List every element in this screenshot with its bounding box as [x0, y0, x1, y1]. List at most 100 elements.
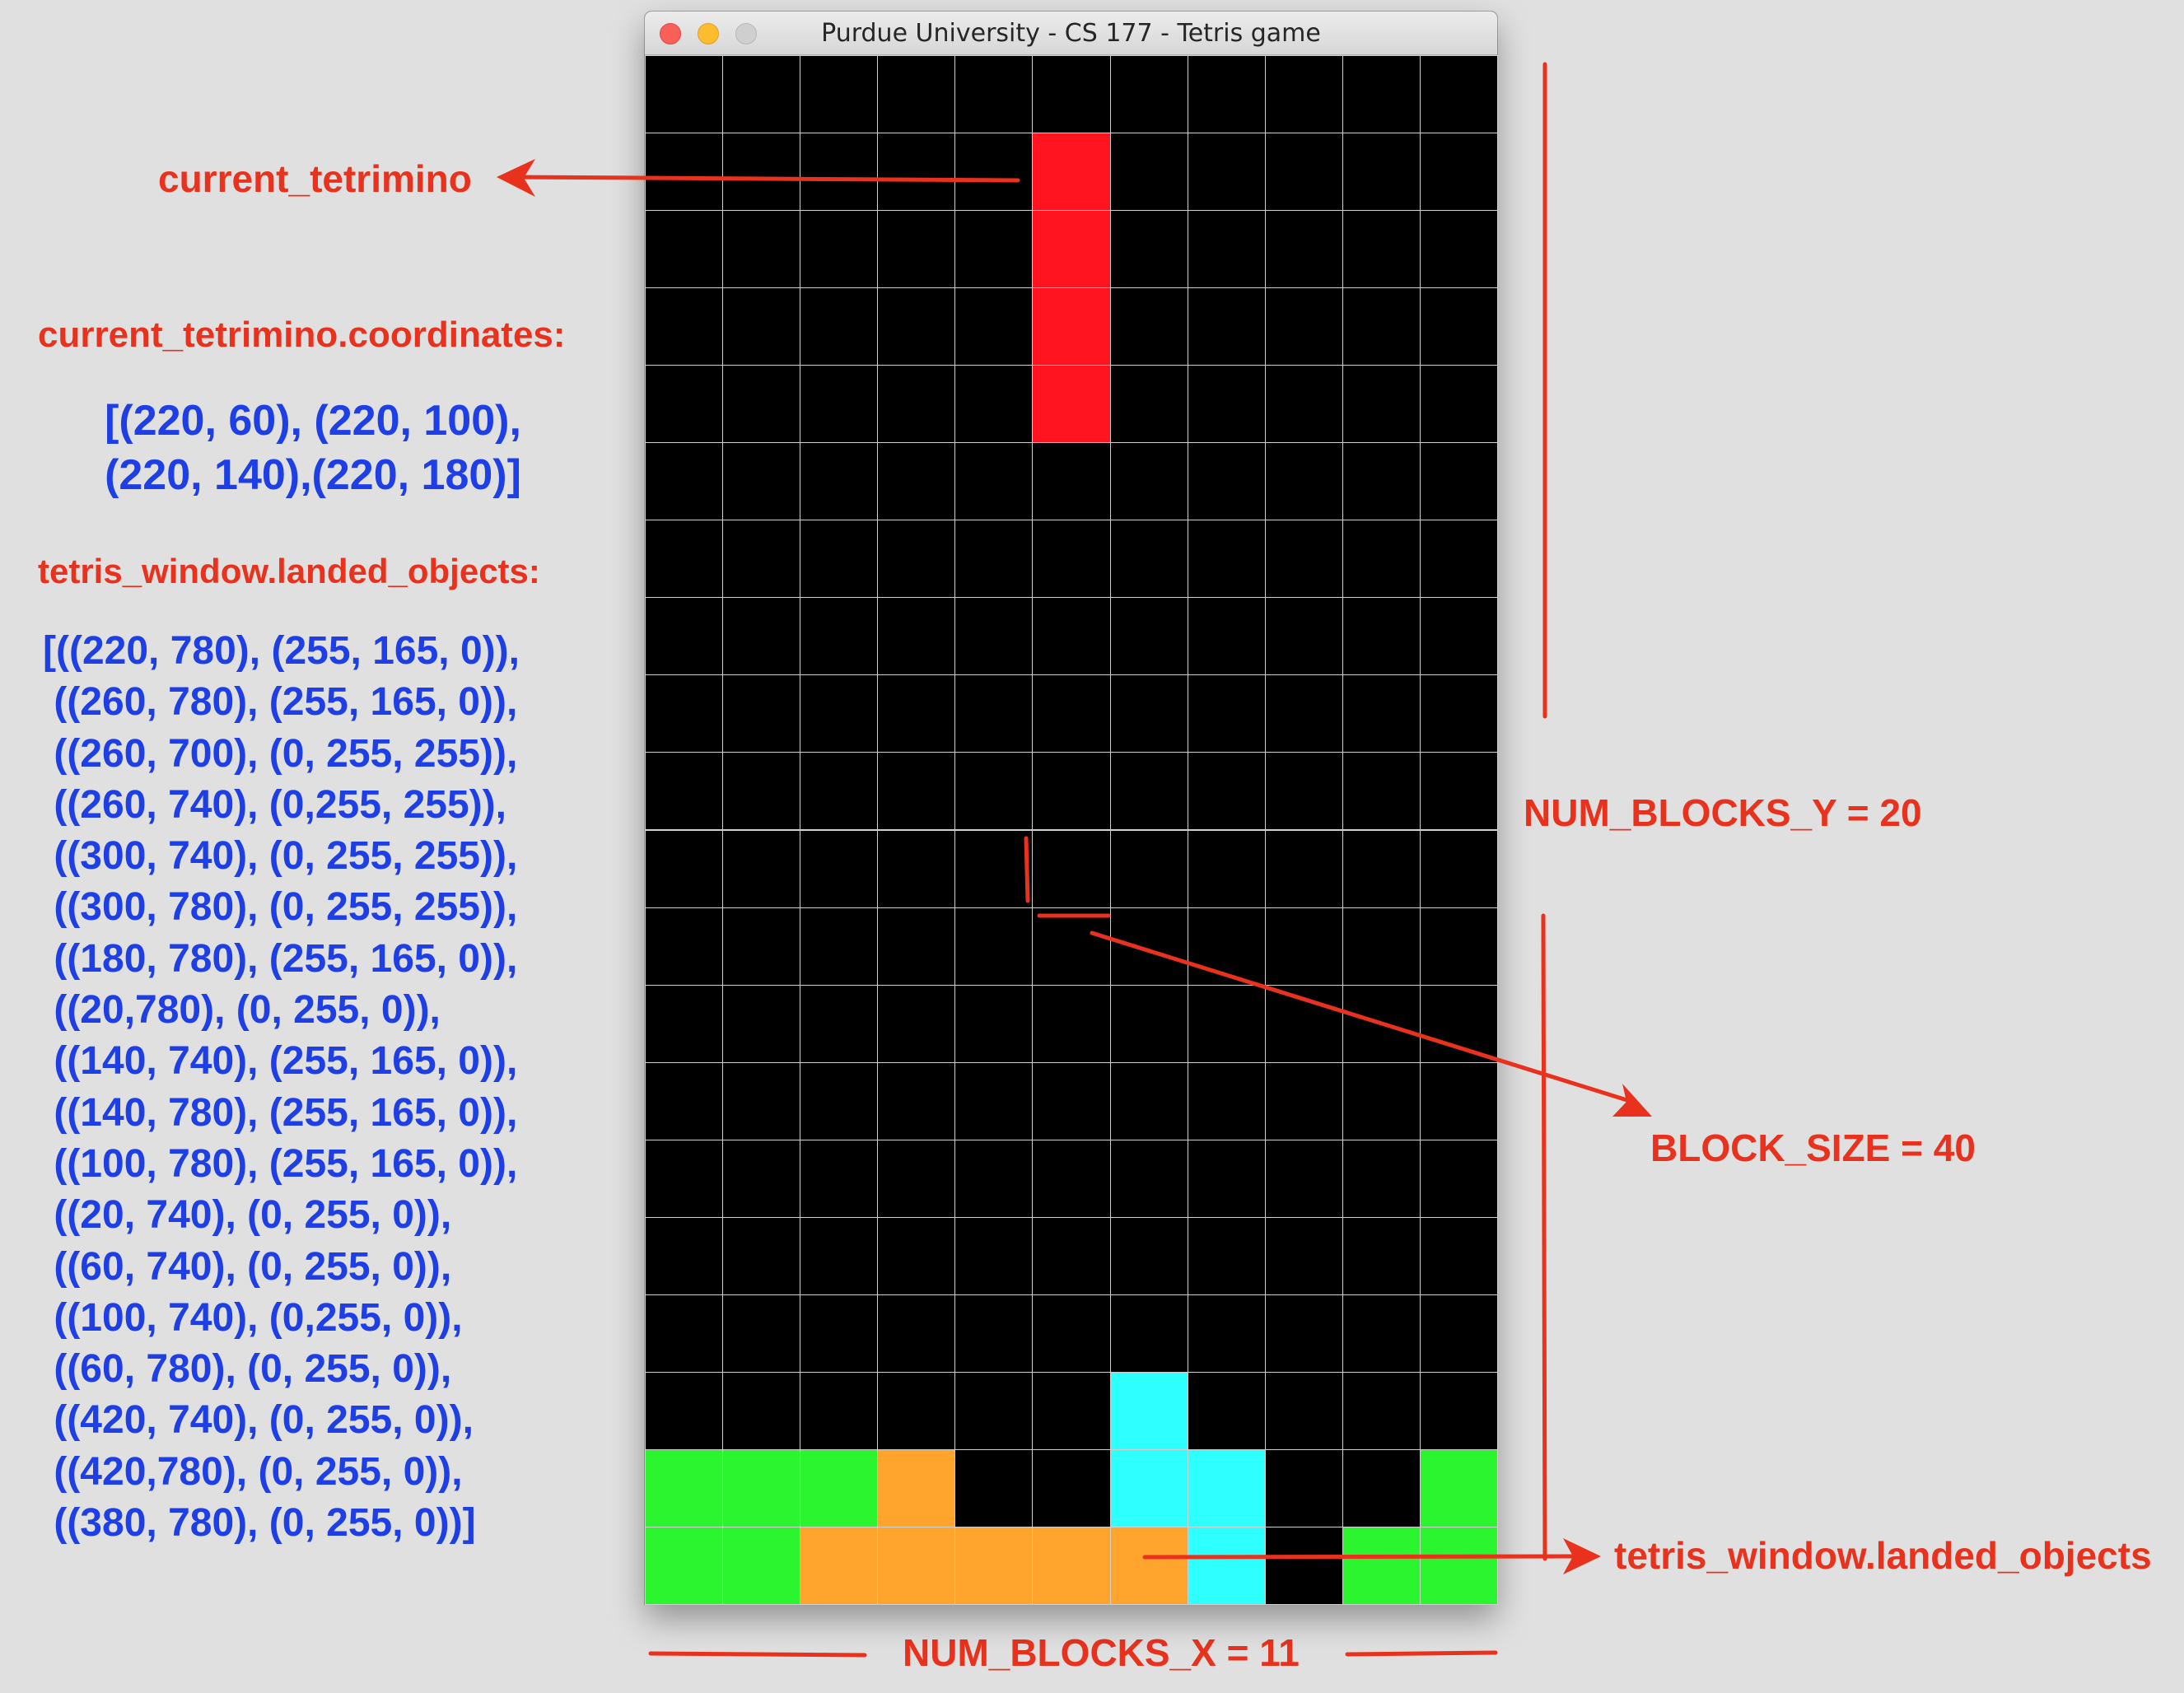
board-cell	[1264, 1526, 1343, 1605]
board-cell	[645, 984, 724, 1063]
block-size-vertical-mark	[1024, 836, 1030, 903]
board-cell	[722, 597, 801, 676]
board-cell	[1419, 55, 1498, 134]
window-zoom-button[interactable]	[735, 23, 757, 44]
board-cell	[954, 984, 1034, 1063]
board-cell	[1419, 1371, 1498, 1450]
board-cell	[954, 287, 1034, 366]
landed-object-entry: ((60, 740), (0, 255, 0)),	[43, 1244, 452, 1289]
board-cell	[800, 984, 879, 1063]
board-cell	[1264, 752, 1343, 831]
board-cell	[1187, 55, 1266, 134]
board-cell	[1342, 210, 1421, 289]
board-cell	[1264, 1294, 1343, 1373]
board-cell	[1109, 365, 1188, 444]
board-cell	[1342, 1061, 1421, 1140]
board-cell	[800, 520, 879, 599]
board-cell	[1264, 520, 1343, 599]
board-cell	[1109, 133, 1188, 212]
board-cell	[877, 1294, 956, 1373]
board-cell	[1419, 1061, 1498, 1140]
board-cell	[722, 984, 801, 1063]
board-cell	[800, 1294, 879, 1373]
tetris-block	[954, 1526, 1034, 1605]
board-cell	[1264, 1139, 1343, 1218]
landed-objects-heading: tetris_window.landed_objects:	[38, 552, 540, 590]
board-cell	[800, 1061, 879, 1140]
block-size-arrowhead	[1612, 1084, 1652, 1117]
landed-objects-arrowhead	[1563, 1538, 1601, 1574]
board-cell	[1032, 1216, 1111, 1295]
landed-object-entry: ((140, 780), (255, 165, 0)),	[43, 1090, 518, 1135]
board-cell	[877, 1216, 956, 1295]
board-cell	[877, 829, 956, 908]
board-cell	[722, 1139, 801, 1218]
board-cell	[1342, 133, 1421, 212]
board-cell	[800, 907, 879, 986]
board-cell	[1032, 1139, 1111, 1218]
landed-object-entry: [((220, 780), (255, 165, 0)),	[43, 629, 520, 673]
board-cell	[1342, 365, 1421, 444]
tetris-block	[1109, 1448, 1188, 1527]
board-cell	[1419, 829, 1498, 908]
tetris-block	[1032, 287, 1111, 366]
window-title: Purdue University - CS 177 - Tetris game	[821, 19, 1321, 48]
board-cell	[1032, 984, 1111, 1063]
window-minimize-button[interactable]	[698, 23, 719, 44]
board-cell	[1109, 1216, 1188, 1295]
window-close-button[interactable]	[660, 23, 681, 44]
board-cell	[877, 133, 956, 212]
board-cell	[954, 1371, 1034, 1450]
board-cell	[1032, 1061, 1111, 1140]
landed-object-entry: ((140, 740), (255, 165, 0)),	[43, 1039, 518, 1084]
tetris-board[interactable]	[645, 55, 1498, 1605]
landed-objects-list: [((220, 780), (255, 165, 0)), ((260, 780…	[43, 626, 520, 1549]
landed-objects-pointer-label: tetris_window.landed_objects	[1614, 1534, 2152, 1577]
board-cell	[1109, 520, 1188, 599]
current-tetrimino-label: current_tetrimino	[158, 157, 472, 200]
board-cell	[877, 752, 956, 831]
board-cell	[1109, 210, 1188, 289]
board-cell	[954, 210, 1034, 289]
board-cell	[1187, 1061, 1266, 1140]
board-cell	[645, 829, 724, 908]
block-size-arrow-line	[1090, 930, 1635, 1104]
board-cell	[877, 1371, 956, 1450]
board-cell	[1264, 1216, 1343, 1295]
board-cell	[877, 674, 956, 753]
landed-object-entry: ((60, 780), (0, 255, 0)),	[43, 1347, 452, 1392]
board-cell	[1109, 442, 1188, 521]
landed-object-entry: ((380, 780), (0, 255, 0))]	[43, 1501, 476, 1546]
board-cell	[954, 752, 1034, 831]
landed-object-entry: ((300, 780), (0, 255, 255)),	[43, 885, 518, 930]
board-cell	[1342, 1371, 1421, 1450]
board-cell	[1342, 597, 1421, 676]
board-cell	[1187, 442, 1266, 521]
tetris-block	[1342, 1526, 1421, 1605]
landed-object-entry: ((20,780), (0, 255, 0)),	[43, 988, 441, 1033]
board-cell	[1187, 1139, 1266, 1218]
tetris-window: Purdue University - CS 177 - Tetris game	[645, 12, 1498, 1605]
board-cell	[1187, 597, 1266, 676]
board-cell	[954, 674, 1034, 753]
board-cell	[1187, 1216, 1266, 1295]
landed-object-entry: ((20, 740), (0, 255, 0)),	[43, 1193, 452, 1238]
tetris-block	[1187, 1526, 1266, 1605]
landed-object-entry: ((180, 780), (255, 165, 0)),	[43, 936, 518, 981]
board-cell	[1187, 674, 1266, 753]
tetrimino-arrow-line	[511, 175, 1020, 183]
board-cell	[1109, 674, 1188, 753]
board-cell	[645, 442, 724, 521]
board-cell	[1419, 133, 1498, 212]
board-cell	[645, 674, 724, 753]
board-cell	[645, 907, 724, 986]
landed-object-entry: ((100, 740), (0,255, 0)),	[43, 1295, 463, 1340]
num-blocks-y-label: NUM_BLOCKS_Y = 20	[1524, 791, 1922, 834]
board-cell	[954, 1139, 1034, 1218]
board-cell	[645, 210, 724, 289]
board-cell	[645, 520, 724, 599]
board-cell	[722, 674, 801, 753]
window-titlebar[interactable]: Purdue University - CS 177 - Tetris game	[645, 12, 1497, 55]
board-cell	[645, 1294, 724, 1373]
board-cell	[645, 1139, 724, 1218]
